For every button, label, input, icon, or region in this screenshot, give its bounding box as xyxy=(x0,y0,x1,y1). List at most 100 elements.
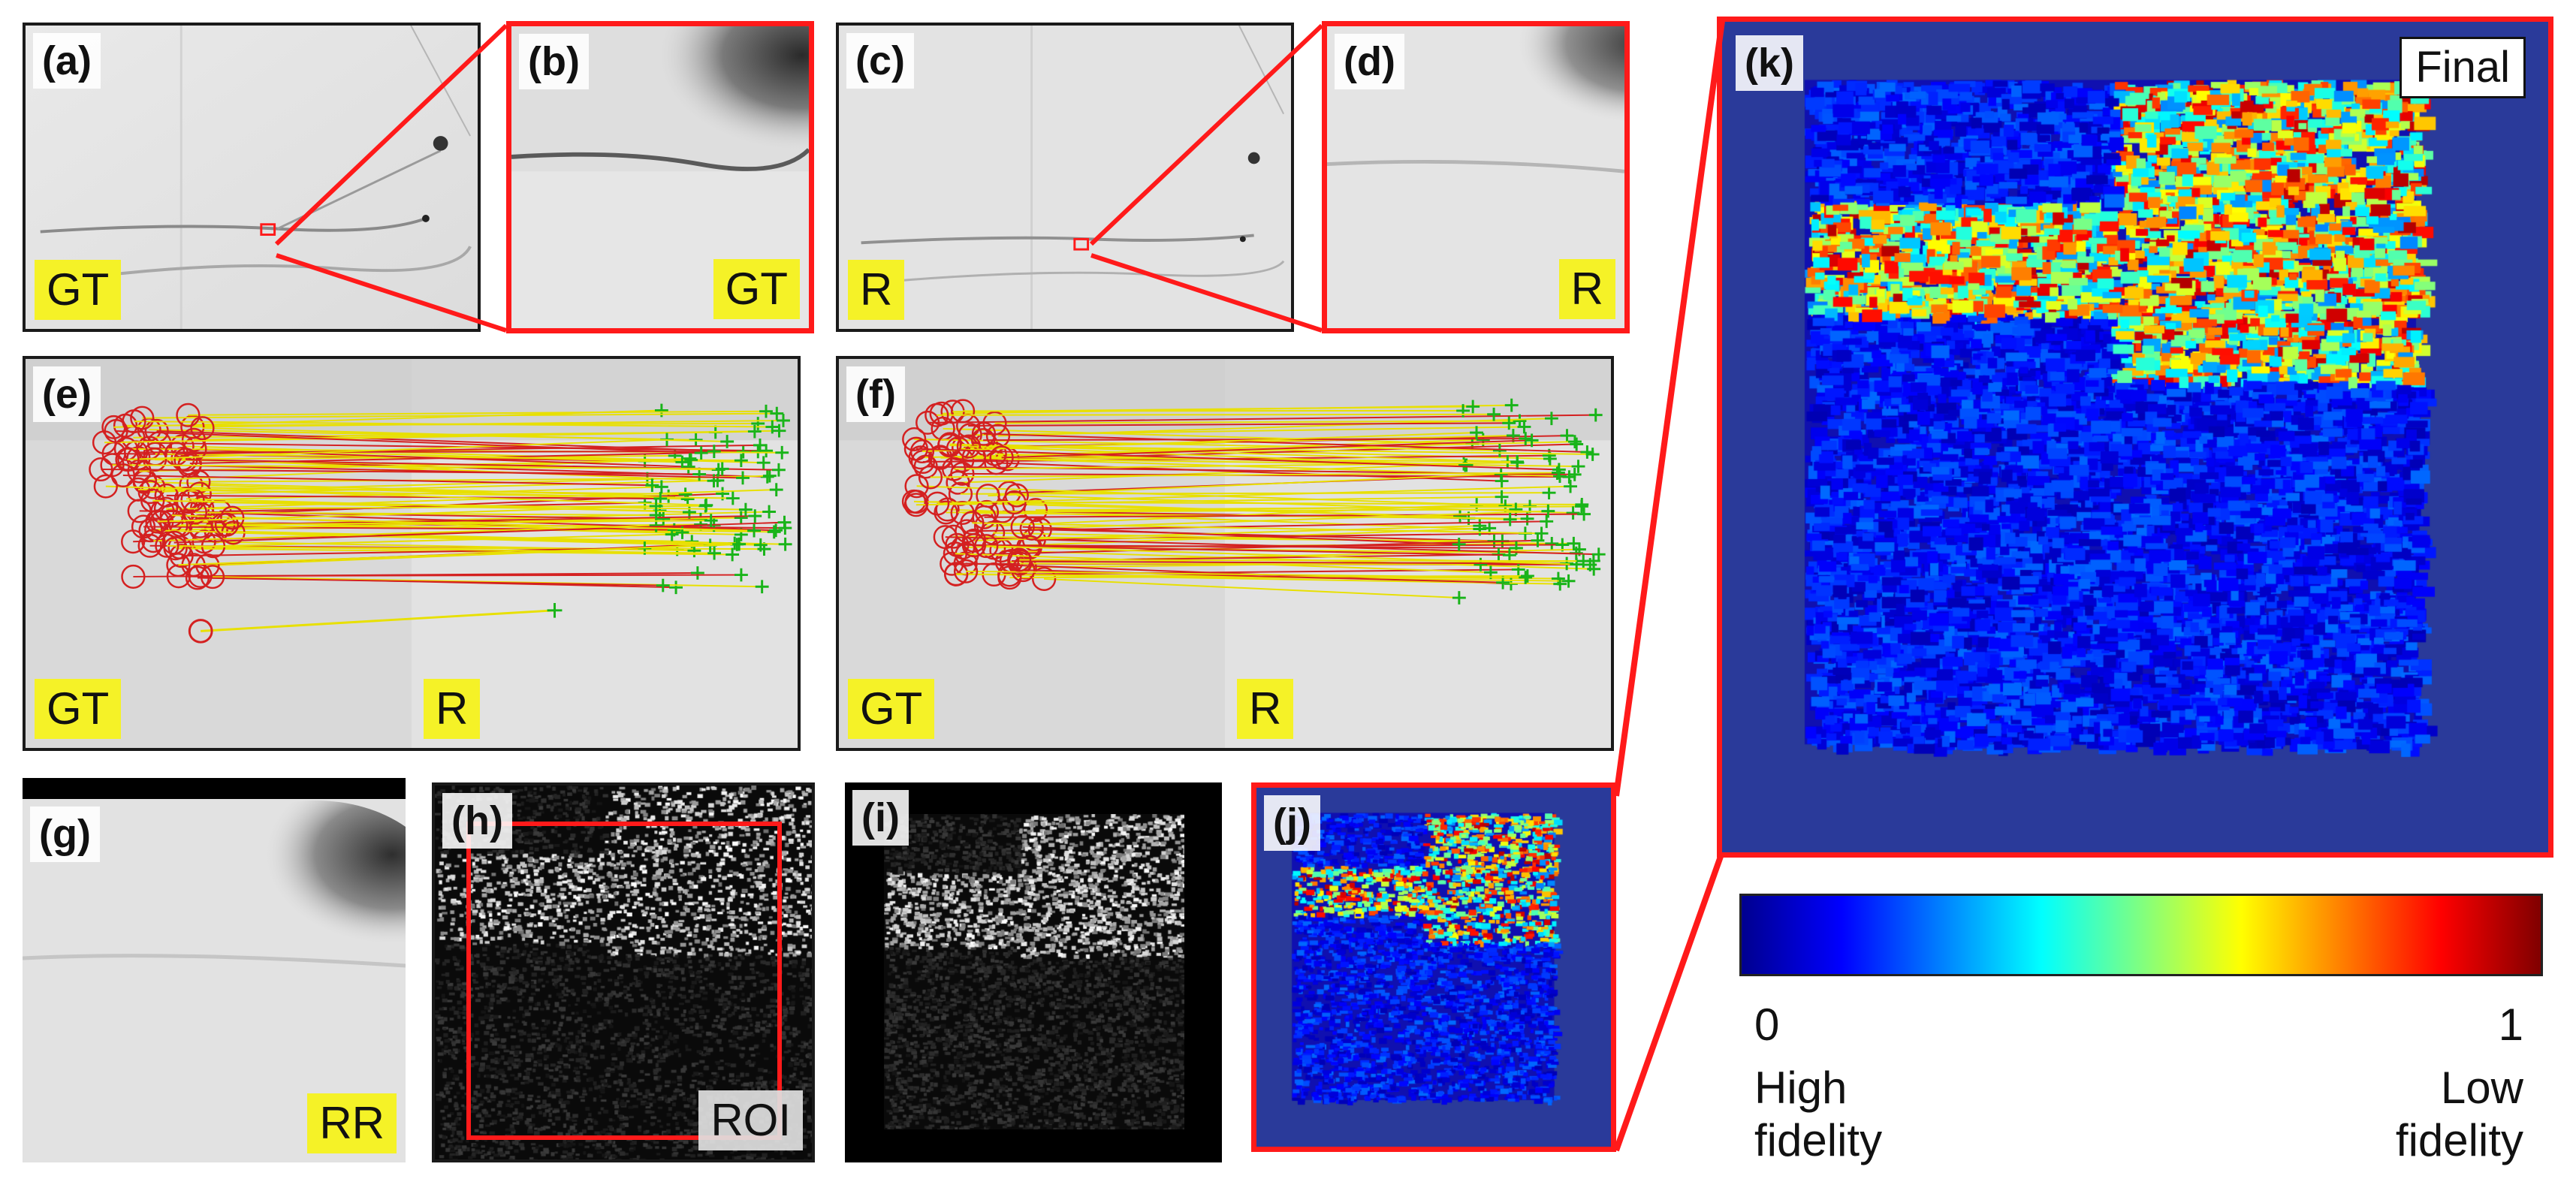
r-keypoint xyxy=(1453,510,1467,523)
r-keypoint xyxy=(675,526,689,539)
match-line xyxy=(994,420,1520,424)
panel-label-a: (a) xyxy=(33,33,101,89)
gt-keypoint xyxy=(155,533,179,558)
match-line xyxy=(156,430,744,453)
r-keypoint xyxy=(1568,435,1582,448)
r-keypoint xyxy=(645,478,659,493)
match-line xyxy=(167,544,715,554)
r-keypoint xyxy=(1531,533,1545,547)
match-line xyxy=(984,513,1585,518)
r-keypoint xyxy=(1541,504,1555,518)
match-line xyxy=(153,486,686,496)
colorbar-low-end-line2: fidelity xyxy=(1754,1115,1883,1165)
r-keypoint xyxy=(1519,571,1533,584)
match-line xyxy=(127,439,668,461)
match-line xyxy=(192,486,662,501)
gt-keypoint xyxy=(121,564,146,589)
panel-d-r-zoom: (d) R xyxy=(1322,21,1630,333)
match-line xyxy=(937,485,1571,505)
outlier-r-keypoint xyxy=(547,602,563,618)
r-keypoint xyxy=(1567,468,1582,481)
r-keypoint xyxy=(1545,537,1559,550)
panel-k-fidelity-heatmap-final: (k) Final xyxy=(1717,17,2553,858)
match-line xyxy=(1044,577,1459,599)
final-badge: Final xyxy=(2400,37,2526,98)
match-line xyxy=(914,438,1500,451)
match-line xyxy=(967,539,1538,556)
match-line xyxy=(945,536,1599,556)
gt-keypoint xyxy=(940,551,964,576)
r-keypoint xyxy=(656,512,671,526)
r-keypoint xyxy=(762,469,777,483)
r-keypoint xyxy=(1591,547,1606,562)
gt-keypoint xyxy=(1007,547,1032,572)
r-keypoint xyxy=(1561,574,1576,588)
panel-f-filtered-matches: (f) GT R xyxy=(836,356,1614,751)
r-keypoint xyxy=(1506,429,1520,442)
r-keypoint xyxy=(1580,445,1594,459)
match-line xyxy=(972,522,1542,535)
r-keypoint xyxy=(734,568,748,582)
r-keypoint xyxy=(725,547,740,562)
r-keypoint xyxy=(1570,557,1584,571)
r-keypoint xyxy=(1534,526,1549,541)
gt-keypoint xyxy=(176,403,201,427)
gt-keypoint xyxy=(1023,498,1048,523)
r-keypoint xyxy=(1511,562,1525,577)
tag-gt: GT xyxy=(35,260,122,320)
panel-label-i: (i) xyxy=(852,790,909,846)
match-line xyxy=(188,410,767,416)
r-keypoint xyxy=(707,445,721,458)
match-line xyxy=(226,520,711,526)
gt-keypoint xyxy=(934,500,958,525)
r-keypoint xyxy=(1495,490,1509,504)
gt-keypoint xyxy=(214,512,240,537)
match-line xyxy=(202,427,728,443)
panel-a-gt-overview: (a) GT xyxy=(23,23,481,332)
filtered-match-visualization xyxy=(839,359,1611,748)
match-line xyxy=(988,473,1501,497)
panel-e-feature-matches: (e) GT R xyxy=(23,356,801,751)
r-keypoint xyxy=(751,445,765,459)
gt-keypoint xyxy=(137,480,162,505)
gt-keypoint xyxy=(188,563,213,588)
gt-keypoint xyxy=(187,481,212,506)
gt-keypoint xyxy=(942,457,967,481)
match-line xyxy=(957,544,1516,549)
match-line xyxy=(189,465,744,479)
gt-keypoint xyxy=(945,532,970,557)
tag-r: R xyxy=(848,260,905,320)
match-line xyxy=(104,430,755,444)
r-keypoint xyxy=(707,546,722,560)
r-keypoint xyxy=(748,509,762,523)
r-keypoint xyxy=(759,404,773,418)
r-keypoint xyxy=(1456,404,1470,418)
match-line xyxy=(1019,559,1584,562)
r-keypoint xyxy=(1566,506,1580,520)
match-line xyxy=(967,520,1547,532)
r-keypoint xyxy=(675,455,689,469)
r-keypoint xyxy=(654,480,668,494)
match-line xyxy=(1009,574,1561,585)
match-line xyxy=(1035,505,1582,511)
match-line xyxy=(166,494,661,500)
gt-keypoint xyxy=(925,491,950,516)
match-line xyxy=(232,517,755,532)
panel-g-registered-result: (g) RR xyxy=(23,778,406,1162)
match-line xyxy=(915,448,1559,471)
r-keypoint xyxy=(649,499,663,513)
r-keypoint xyxy=(734,511,748,525)
panel-i-roi-difference: (i) xyxy=(845,782,1222,1162)
r-keypoint xyxy=(1552,466,1565,480)
match-line xyxy=(958,463,1464,484)
match-line xyxy=(139,459,692,472)
r-keypoint xyxy=(656,578,670,592)
r-keypoint xyxy=(755,580,769,594)
r-keypoint xyxy=(678,487,692,502)
match-line xyxy=(1001,439,1532,459)
tag-r: R xyxy=(1237,679,1294,739)
gt-keypoint xyxy=(937,433,962,458)
tag-r: R xyxy=(424,679,481,739)
r-keypoint xyxy=(1494,467,1508,481)
